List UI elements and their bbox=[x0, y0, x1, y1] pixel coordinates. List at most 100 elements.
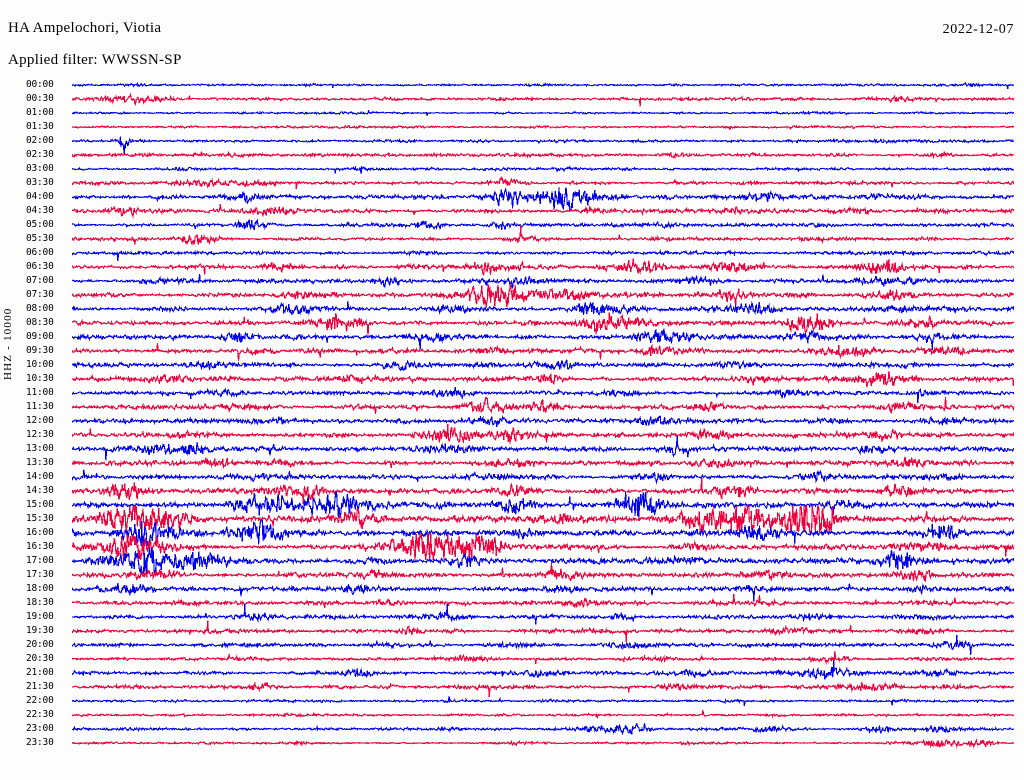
trace-row: 11:00 bbox=[0, 387, 1024, 404]
time-tick-label: 11:30 bbox=[26, 401, 54, 412]
trace-row: 03:00 bbox=[0, 164, 1024, 178]
seismic-trace bbox=[72, 306, 1014, 340]
seismic-trace bbox=[72, 558, 1014, 592]
seismic-trace bbox=[72, 404, 1014, 438]
seismic-trace bbox=[72, 250, 1014, 284]
trace-row: 04:00 bbox=[0, 187, 1024, 211]
seismic-trace bbox=[72, 586, 1014, 620]
trace-row: 13:30 bbox=[0, 456, 1024, 472]
time-tick-label: 04:00 bbox=[26, 191, 54, 202]
time-tick-label: 18:00 bbox=[26, 583, 54, 594]
time-tick-label: 10:00 bbox=[26, 359, 54, 370]
seismic-trace bbox=[72, 194, 1014, 228]
seismic-trace bbox=[72, 320, 1014, 354]
trace-row: 15:00 bbox=[0, 491, 1024, 519]
seismic-trace bbox=[72, 726, 1014, 760]
trace-row: 23:30 bbox=[0, 738, 1024, 752]
time-tick-label: 16:00 bbox=[26, 527, 54, 538]
seismic-trace bbox=[72, 530, 1014, 564]
trace-row: 07:30 bbox=[0, 283, 1024, 309]
trace-row: 00:00 bbox=[0, 80, 1024, 94]
trace-row: 18:00 bbox=[0, 582, 1024, 602]
time-tick-label: 06:00 bbox=[26, 247, 54, 258]
seismic-trace bbox=[72, 180, 1014, 214]
trace-row: 15:30 bbox=[0, 504, 1024, 533]
time-tick-label: 09:00 bbox=[26, 331, 54, 342]
time-tick-label: 08:00 bbox=[26, 303, 54, 314]
seismic-trace bbox=[72, 110, 1014, 144]
helicorder-plot: 00:00 00:30 01:00 01:30 02:00 02:30 03:00 03:30… bbox=[0, 80, 1024, 770]
seismic-trace bbox=[72, 684, 1014, 718]
time-tick-label: 06:30 bbox=[26, 261, 54, 272]
time-tick-label: 23:00 bbox=[26, 723, 54, 734]
time-tick-label: 21:00 bbox=[26, 667, 54, 678]
trace-row: 20:00 bbox=[0, 634, 1024, 656]
time-tick-label: 19:00 bbox=[26, 611, 54, 622]
seismic-trace bbox=[72, 376, 1014, 410]
seismic-trace bbox=[72, 138, 1014, 172]
trace-row: 11:30 bbox=[0, 396, 1024, 416]
seismic-trace bbox=[72, 96, 1014, 130]
seismic-trace bbox=[72, 712, 1014, 746]
seismic-trace bbox=[72, 390, 1014, 424]
seismic-trace bbox=[72, 446, 1014, 480]
seismic-trace bbox=[72, 474, 1014, 508]
time-tick-label: 05:00 bbox=[26, 219, 54, 230]
time-tick-label: 13:00 bbox=[26, 443, 54, 454]
trace-row: 14:30 bbox=[0, 477, 1024, 505]
seismic-trace bbox=[72, 502, 1014, 536]
time-tick-label: 03:30 bbox=[26, 177, 54, 188]
time-tick-label: 23:30 bbox=[26, 737, 54, 748]
trace-row: 22:00 bbox=[0, 696, 1024, 710]
time-tick-label: 15:00 bbox=[26, 499, 54, 510]
trace-row: 06:00 bbox=[0, 248, 1024, 262]
seismic-trace bbox=[72, 432, 1014, 466]
time-tick-label: 12:30 bbox=[26, 429, 54, 440]
trace-row: 21:30 bbox=[0, 681, 1024, 698]
trace-row: 10:30 bbox=[0, 371, 1024, 388]
trace-row: 21:00 bbox=[0, 659, 1024, 682]
time-tick-label: 11:00 bbox=[26, 387, 54, 398]
seismic-trace bbox=[72, 614, 1014, 648]
seismic-trace bbox=[72, 460, 1014, 494]
trace-row: 02:30 bbox=[0, 150, 1024, 164]
seismic-trace bbox=[72, 544, 1014, 578]
trace-row: 16:00 bbox=[0, 519, 1024, 548]
time-tick-label: 02:30 bbox=[26, 149, 54, 160]
trace-row: 09:30 bbox=[0, 343, 1024, 362]
trace-row: 13:00 bbox=[0, 435, 1024, 461]
trace-row: 12:00 bbox=[0, 415, 1024, 430]
time-tick-label: 08:30 bbox=[26, 317, 54, 328]
trace-row: 01:30 bbox=[0, 122, 1024, 136]
seismic-trace bbox=[72, 278, 1014, 312]
time-tick-label: 15:30 bbox=[26, 513, 54, 524]
trace-row: 06:30 bbox=[0, 258, 1024, 276]
time-tick-label: 20:30 bbox=[26, 653, 54, 664]
seismic-trace bbox=[72, 362, 1014, 396]
seismic-trace bbox=[72, 166, 1014, 200]
seismic-trace bbox=[72, 264, 1014, 298]
trace-row: 03:30 bbox=[0, 175, 1024, 192]
trace-row: 19:00 bbox=[0, 603, 1024, 626]
time-tick-label: 12:00 bbox=[26, 415, 54, 426]
trace-row: 00:30 bbox=[0, 92, 1024, 108]
time-tick-label: 05:30 bbox=[26, 233, 54, 244]
seismic-trace bbox=[72, 334, 1014, 368]
trace-row: 18:30 bbox=[0, 594, 1024, 612]
trace-row: 10:00 bbox=[0, 359, 1024, 374]
time-tick-label: 17:00 bbox=[26, 555, 54, 566]
time-tick-label: 13:30 bbox=[26, 457, 54, 468]
trace-row: 22:30 bbox=[0, 710, 1024, 724]
trace-row: 09:00 bbox=[0, 328, 1024, 351]
seismic-trace bbox=[72, 292, 1014, 326]
trace-row: 07:00 bbox=[0, 274, 1024, 290]
trace-row: 23:00 bbox=[0, 722, 1024, 738]
time-tick-label: 17:30 bbox=[26, 569, 54, 580]
trace-row: 08:30 bbox=[0, 312, 1024, 337]
trace-row: 01:00 bbox=[0, 108, 1024, 122]
seismic-trace bbox=[72, 572, 1014, 606]
time-tick-label: 00:30 bbox=[26, 93, 54, 104]
time-tick-label: 01:00 bbox=[26, 107, 54, 118]
time-tick-label: 16:30 bbox=[26, 541, 54, 552]
seismic-trace bbox=[72, 124, 1014, 158]
